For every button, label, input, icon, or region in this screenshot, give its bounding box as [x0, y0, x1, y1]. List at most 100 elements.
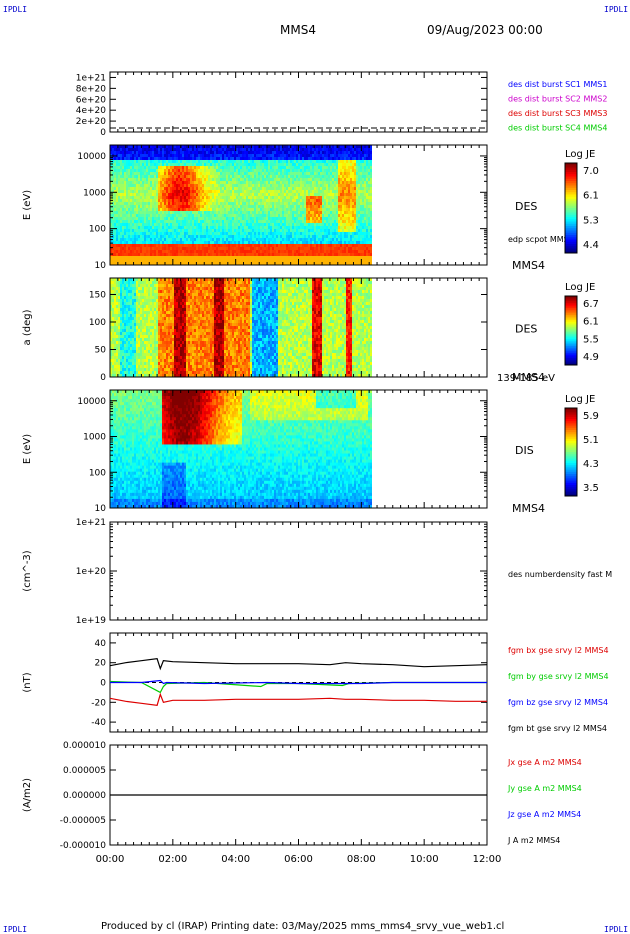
des-energy-cell	[188, 193, 190, 197]
des-energy-cell	[280, 223, 282, 227]
des-energy-cell	[324, 247, 326, 251]
des-energy-cell	[160, 229, 162, 233]
des-energy-cell	[246, 226, 248, 230]
des-energy-cell	[268, 193, 270, 197]
des-energy-cell	[278, 184, 280, 188]
des-energy-cell	[146, 220, 148, 224]
des-energy-cell	[272, 208, 274, 212]
des-energy-cell	[328, 193, 330, 197]
des-energy-cell	[314, 178, 316, 182]
des-energy-cell	[154, 247, 156, 251]
des-energy-cell	[172, 175, 174, 179]
des-energy-cell	[300, 244, 302, 248]
des-energy-cell	[204, 232, 206, 236]
des-energy-cell	[352, 160, 354, 164]
des-energy-cell	[178, 163, 180, 167]
des-energy-cell	[242, 244, 244, 248]
des-energy-cell	[306, 169, 308, 173]
des-energy-cell	[274, 154, 276, 158]
des-energy-cell	[194, 238, 196, 242]
des-energy-cell	[280, 148, 282, 152]
des-energy-cell	[296, 229, 298, 233]
des-energy-cell	[236, 220, 238, 224]
des-energy-cell	[222, 178, 224, 182]
des-energy-cell	[220, 193, 222, 197]
des-energy-cell	[216, 238, 218, 242]
des-energy-cell	[346, 151, 348, 155]
des-energy-cell	[334, 190, 336, 194]
des-energy-cell	[176, 187, 178, 191]
des-energy-cell	[350, 247, 352, 251]
des-energy-cell	[322, 199, 324, 203]
des-energy-cell	[214, 208, 216, 212]
des-energy-cell	[292, 199, 294, 203]
des-energy-cell	[212, 223, 214, 227]
des-energy-cell	[250, 154, 252, 158]
des-energy-cell	[170, 178, 172, 182]
des-energy-cell	[156, 217, 158, 221]
des-energy-cell	[352, 172, 354, 176]
des-energy-cell	[310, 232, 312, 236]
des-energy-cell	[180, 256, 182, 260]
des-energy-cell	[202, 205, 204, 209]
des-energy-cell	[154, 172, 156, 176]
des-energy-cell	[116, 196, 118, 200]
des-energy-cell	[350, 157, 352, 161]
des-energy-cell	[310, 184, 312, 188]
des-energy-cell	[186, 178, 188, 182]
des-energy-cell	[146, 160, 148, 164]
des-energy-cell	[220, 163, 222, 167]
des-energy-cell	[274, 157, 276, 161]
des-energy-cell	[222, 223, 224, 227]
des-energy-cell	[138, 184, 140, 188]
des-energy-cell	[220, 190, 222, 194]
des-energy-cell	[264, 238, 266, 242]
des-energy-cell	[216, 214, 218, 218]
des-energy-cell	[212, 220, 214, 224]
des-energy-cell	[212, 151, 214, 155]
des-energy-cell	[266, 196, 268, 200]
des-energy-cell	[328, 175, 330, 179]
des-energy-cell	[276, 157, 278, 161]
des-energy-cell	[226, 235, 228, 239]
des-energy-cell	[200, 232, 202, 236]
des-energy-cell	[246, 151, 248, 155]
des-energy-cell	[230, 262, 232, 266]
des-energy-cell	[126, 232, 128, 236]
des-energy-cell	[274, 223, 276, 227]
des-energy-cell	[294, 172, 296, 176]
des-energy-cell	[128, 217, 130, 221]
des-energy-cell	[256, 172, 258, 176]
des-energy-cell	[342, 190, 344, 194]
des-energy-cell	[338, 169, 340, 173]
des-energy-cell	[234, 208, 236, 212]
des-energy-cell	[124, 163, 126, 167]
des-energy-cell	[128, 181, 130, 185]
des-energy-cell	[240, 229, 242, 233]
des-energy-cell	[286, 160, 288, 164]
des-energy-cell	[130, 205, 132, 209]
des-energy-cell	[322, 244, 324, 248]
des-energy-cell	[324, 196, 326, 200]
des-energy-cell	[110, 145, 112, 149]
des-energy-cell	[318, 178, 320, 182]
des-energy-cell	[310, 256, 312, 260]
des-energy-cell	[230, 196, 232, 200]
des-energy-cell	[178, 223, 180, 227]
des-energy-cell	[322, 235, 324, 239]
des-energy-cell	[186, 190, 188, 194]
des-energy-cell	[336, 223, 338, 227]
des-energy-cell	[194, 229, 196, 233]
des-energy-cell	[246, 169, 248, 173]
des-energy-cell	[112, 250, 114, 254]
des-energy-cell	[298, 187, 300, 191]
des-energy-cell	[328, 238, 330, 242]
des-energy-cell	[310, 154, 312, 158]
des-energy-cell	[306, 217, 308, 221]
des-energy-cell	[122, 232, 124, 236]
des-energy-cell	[314, 235, 316, 239]
des-energy-cell	[312, 196, 314, 200]
des-energy-cell	[282, 223, 284, 227]
des-energy-cell	[256, 241, 258, 245]
des-energy-cell	[132, 175, 134, 179]
